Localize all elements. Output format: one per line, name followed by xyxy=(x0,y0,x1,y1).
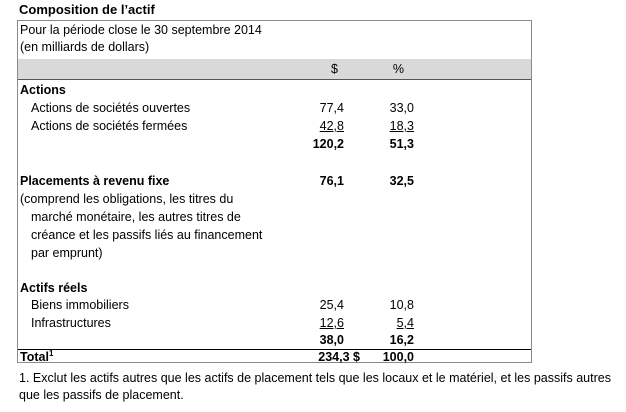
row-dollar: 42,8 xyxy=(319,119,344,133)
row-percent: 5,4 xyxy=(396,316,414,330)
total-dollar: 234,3 $ xyxy=(318,350,360,364)
fixed-income-dollar: 76,1 xyxy=(319,174,344,188)
dollar-column-header: $ xyxy=(331,62,338,76)
row-dollar: 12,6 xyxy=(319,316,344,330)
footnote-marker: 1 xyxy=(48,348,54,358)
row-label: Biens immobiliers xyxy=(31,298,129,312)
subtotal-percent: 51,3 xyxy=(389,137,414,151)
row-label: Actions de sociétés fermées xyxy=(31,119,188,133)
asset-composition-table: Pour la période close le 30 septembre 20… xyxy=(17,20,532,364)
units-header: (en milliards de dollars) xyxy=(20,40,150,54)
fixed-income-description: créance et les passifs liés au financeme… xyxy=(31,228,263,242)
footnote-line: 1. Exclut les actifs autres que les acti… xyxy=(19,371,611,385)
column-header-band xyxy=(18,59,531,79)
row-percent: 18,3 xyxy=(389,119,414,133)
footnote-line: que les passifs de placement. xyxy=(19,388,184,402)
row-percent: 33,0 xyxy=(389,101,414,115)
fixed-income-description: par emprunt) xyxy=(31,246,103,260)
section-heading-real-assets: Actifs réels xyxy=(20,281,88,295)
fixed-income-percent: 32,5 xyxy=(389,174,414,188)
fixed-income-description: marché monétaire, les autres titres de xyxy=(31,210,241,224)
row-percent: 10,8 xyxy=(389,298,414,312)
percent-column-header: % xyxy=(392,62,404,76)
total-label: Total1 xyxy=(20,348,54,364)
total-divider xyxy=(18,349,531,350)
section-heading-actions: Actions xyxy=(20,83,66,97)
table-title: Composition de l’actif xyxy=(19,2,155,17)
row-label: Infrastructures xyxy=(31,316,111,330)
section-heading-fixed-income: Placements à revenu fixe xyxy=(20,174,170,188)
row-label: Actions de sociétés ouvertes xyxy=(31,101,191,115)
fixed-income-description: (comprend les obligations, les titres du xyxy=(20,192,234,206)
header-divider xyxy=(18,79,531,80)
subtotal-dollar: 38,0 xyxy=(319,333,344,347)
subtotal-dollar: 120,2 xyxy=(312,137,344,151)
period-header: Pour la période close le 30 septembre 20… xyxy=(20,23,262,37)
row-dollar: 77,4 xyxy=(319,101,344,115)
row-dollar: 25,4 xyxy=(319,298,344,312)
subtotal-percent: 16,2 xyxy=(389,333,414,347)
total-percent: 100,0 xyxy=(382,350,414,364)
